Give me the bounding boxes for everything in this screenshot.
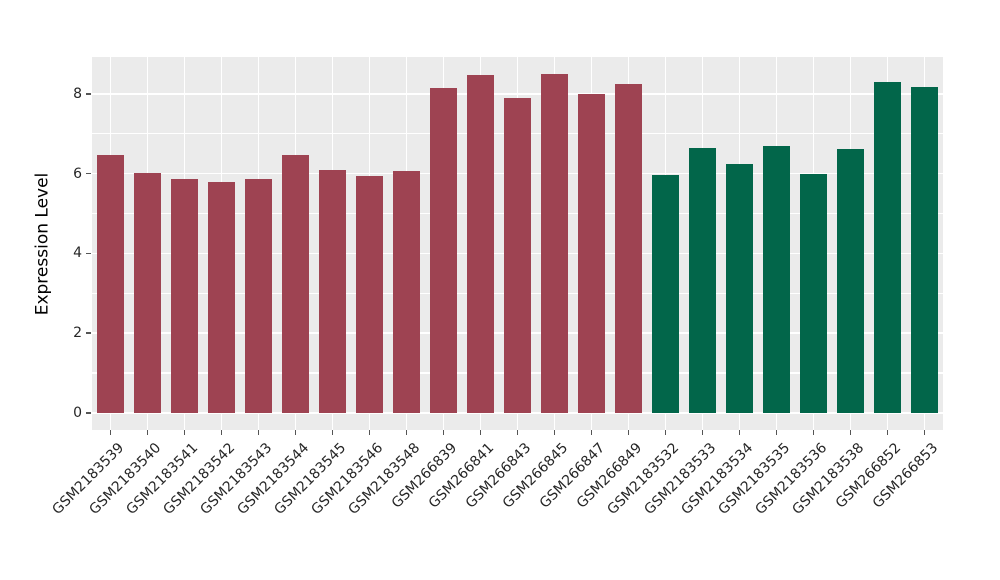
x-tick-mark: [109, 430, 112, 435]
bar-GSM2183535: [762, 145, 790, 413]
x-tick-mark: [923, 430, 926, 435]
bar-GSM2183534: [725, 164, 753, 413]
bar-GSM266849: [614, 83, 642, 413]
bar-GSM266845: [540, 73, 568, 413]
y-tick-mark: [86, 252, 91, 255]
bar-GSM266847: [577, 93, 605, 413]
x-tick-mark: [627, 430, 630, 435]
x-tick-mark: [701, 430, 704, 435]
x-tick-mark: [331, 430, 334, 435]
x-tick-mark: [664, 430, 667, 435]
x-tick-mark: [183, 430, 186, 435]
x-tick-mark: [775, 430, 778, 435]
y-tick-label: 2: [73, 325, 82, 342]
bar-GSM266853: [910, 86, 938, 413]
x-tick-mark: [516, 430, 519, 435]
bar-GSM2183544: [281, 154, 309, 413]
x-tick-mark: [812, 430, 815, 435]
x-tick-mark: [590, 430, 593, 435]
x-tick-mark: [146, 430, 149, 435]
x-tick-mark: [553, 430, 556, 435]
bar-GSM2183545: [318, 170, 346, 413]
bar-GSM266839: [429, 88, 457, 413]
x-tick-mark: [368, 430, 371, 435]
y-tick-label: 8: [73, 85, 82, 102]
bar-GSM2183546: [355, 176, 383, 413]
y-tick-mark: [86, 332, 91, 334]
y-tick-label: 0: [73, 405, 82, 421]
y-tick-label: 6: [73, 165, 82, 182]
x-tick-mark: [738, 430, 741, 435]
bar-GSM2183533: [688, 148, 716, 413]
x-tick-mark: [220, 430, 223, 435]
x-tick-mark: [886, 430, 889, 435]
x-tick-mark: [479, 430, 482, 435]
bar-GSM2183541: [170, 178, 198, 413]
bar-GSM2183539: [96, 154, 124, 413]
bar-GSM2183532: [651, 174, 679, 413]
bar-GSM2183548: [392, 170, 420, 413]
y-tick-mark: [86, 172, 91, 175]
x-tick-mark: [849, 430, 852, 435]
x-tick-mark: [257, 430, 260, 435]
x-tick-mark: [405, 430, 408, 435]
bar-GSM2183538: [836, 148, 864, 413]
plot-panel: [92, 57, 943, 430]
y-tick-mark: [86, 93, 91, 95]
bar-GSM266843: [503, 98, 531, 413]
x-tick-mark: [294, 430, 297, 435]
y-tick-label: 4: [73, 245, 82, 262]
bar-GSM2183542: [207, 182, 235, 413]
x-tick-mark: [442, 430, 445, 435]
bar-GSM2183543: [244, 178, 272, 413]
bar-GSM266852: [873, 81, 901, 413]
bar-GSM266841: [466, 75, 494, 413]
y-tick-mark: [86, 412, 91, 414]
bar-GSM2183540: [133, 173, 161, 413]
bar-GSM2183536: [799, 173, 827, 413]
